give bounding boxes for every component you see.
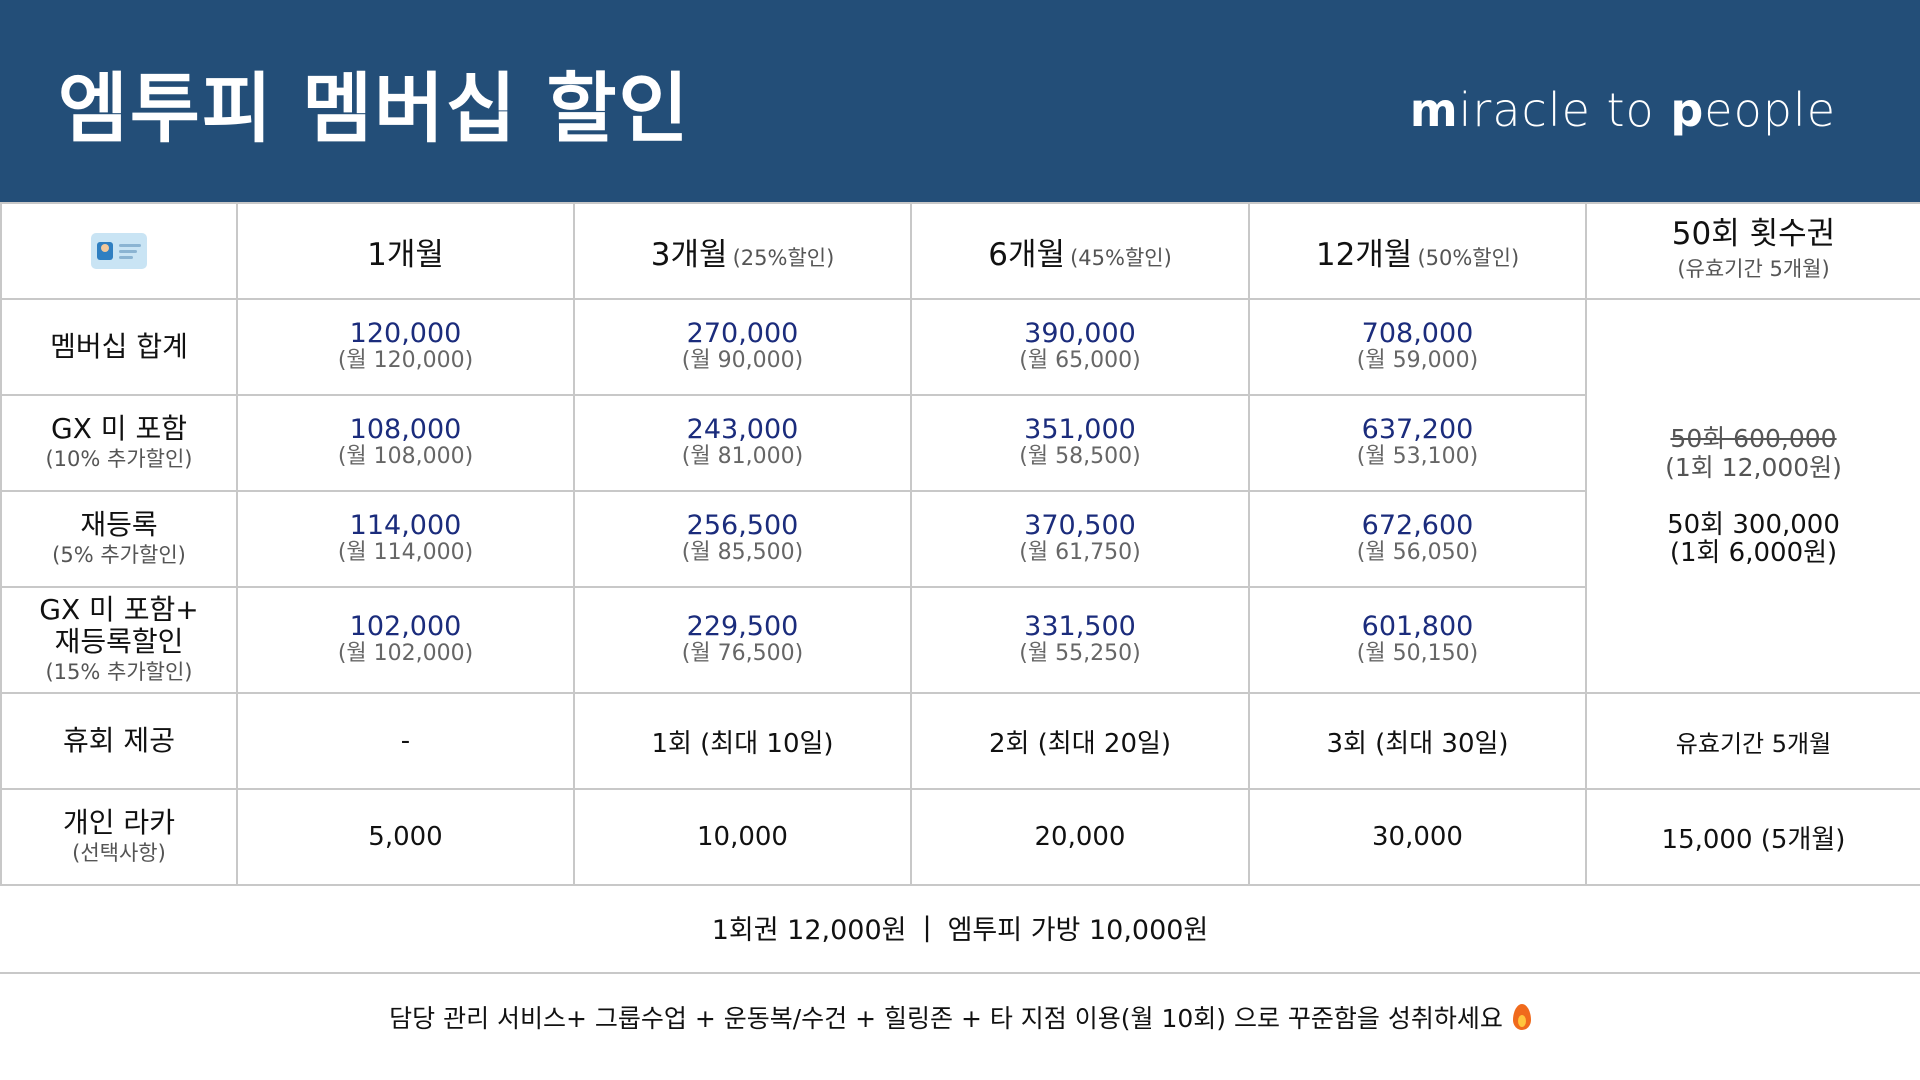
table-row: 휴회 제공 - 1회 (최대 10일) 2회 (최대 20일) 3회 (최대 3… xyxy=(0,692,1920,790)
price-cell: 390,000 (월 65,000) xyxy=(910,298,1250,396)
row-label-no-gx: GX 미 포함 (10% 추가할인) xyxy=(0,394,238,492)
single-pass-price: 1회권 12,000원 xyxy=(711,914,907,946)
price-cell: 114,000 (월 114,000) xyxy=(236,490,575,588)
row-label-pause: 휴회 제공 xyxy=(0,692,238,790)
locker-cell: 20,000 xyxy=(910,788,1250,886)
price-cell: 601,800 (월 50,150) xyxy=(1248,586,1587,694)
tagline: 담당 관리 서비스+ 그룹수업 + 운동복/수건 + 힐링존 + 타 지점 이용… xyxy=(0,974,1920,1060)
membership-price-table: 1개월 3개월 (25%할인) 6개월 (45%할인) 12개월 (50%할인)… xyxy=(0,202,1920,886)
column-header-50-pass: 50회 횟수권 (유효기간 5개월) xyxy=(1585,202,1920,300)
count-pass-new-price: 50회 300,000 xyxy=(1667,510,1840,540)
column-header-3month: 3개월 (25%할인) xyxy=(573,202,912,300)
table-row: GX 미 포함+ 재등록할인 (15% 추가할인) 102,000 (월 102,00… xyxy=(0,586,1920,694)
header-banner: 엠투피 멤버십 할인 miracle to people xyxy=(0,0,1920,202)
tagline-text: 담당 관리 서비스+ 그룹수업 + 운동복/수건 + 힐링존 + 타 지점 이용… xyxy=(389,1004,1503,1033)
row-label-no-gx-re-register: GX 미 포함+ 재등록할인 (15% 추가할인) xyxy=(0,586,238,694)
price-cell: 637,200 (월 53,100) xyxy=(1248,394,1587,492)
row-label-locker: 개인 라카 (선택사항) xyxy=(0,788,238,886)
pause-cell: 유효기간 5개월 xyxy=(1585,692,1920,790)
table-row: 멤버십 합계 120,000 (월 120,000) 270,000 (월 90,0… xyxy=(0,298,1920,694)
count-pass-old-unit: (1회 12,000원) xyxy=(1665,453,1842,482)
price-cell: 331,500 (월 55,250) xyxy=(910,586,1250,694)
row-label-membership-total: 멤버십 합계 xyxy=(0,298,238,396)
pause-cell: 2회 (최대 20일) xyxy=(910,692,1250,790)
fire-icon xyxy=(1512,1004,1531,1030)
corner-cell xyxy=(0,202,238,300)
id-card-icon xyxy=(91,233,147,269)
price-cell: 672,600 (월 56,050) xyxy=(1248,490,1587,588)
price-cell: 108,000 (월 108,000) xyxy=(236,394,575,492)
price-cell: 229,500 (월 76,500) xyxy=(573,586,912,694)
column-header-1month: 1개월 xyxy=(236,202,575,300)
column-header-6month: 6개월 (45%할인) xyxy=(910,202,1250,300)
column-header-12month: 12개월 (50%할인) xyxy=(1248,202,1587,300)
price-cell: 102,000 (월 102,000) xyxy=(236,586,575,694)
price-cell: 370,500 (월 61,750) xyxy=(910,490,1250,588)
bag-price: 엠투피 가방 10,000원 xyxy=(947,914,1209,946)
locker-cell: 5,000 xyxy=(236,788,575,886)
pause-cell: 1회 (최대 10일) xyxy=(573,692,912,790)
price-cell: 351,000 (월 58,500) xyxy=(910,394,1250,492)
brand-logo-text: miracle to people xyxy=(1409,83,1836,137)
row-label-re-register: 재등록 (5% 추가할인) xyxy=(0,490,238,588)
count-pass-price-cell: 50회 600,000 (1회 12,000원) 50회 300,000 (1회… xyxy=(1585,298,1920,694)
table-row: 재등록 (5% 추가할인) 114,000 (월 114,000) 256,500(… xyxy=(0,490,1920,588)
count-pass-old-price: 50회 600,000 xyxy=(1670,424,1837,453)
locker-cell: 15,000 (5개월) xyxy=(1585,788,1920,886)
price-cell: 243,000 (월 81,000) xyxy=(573,394,912,492)
locker-cell: 10,000 xyxy=(573,788,912,886)
table-row: GX 미 포함 (10% 추가할인) 108,000 (월 108,000) 243… xyxy=(0,394,1920,492)
pause-cell: 3회 (최대 30일) xyxy=(1248,692,1587,790)
count-pass-new-unit: (1회 6,000원) xyxy=(1669,538,1838,568)
table-header-row: 1개월 3개월 (25%할인) 6개월 (45%할인) 12개월 (50%할인)… xyxy=(0,202,1920,300)
extra-items-line: 1회권 12,000원 | 엠투피 가방 10,000원 xyxy=(0,882,1920,974)
price-cell: 708,000 (월 59,000) xyxy=(1248,298,1587,396)
page-title: 엠투피 멤버십 할인 xyxy=(58,64,691,153)
separator: | xyxy=(922,911,932,943)
price-cell: 256,500 (월 85,500) xyxy=(573,490,912,588)
pause-cell: - xyxy=(236,692,575,790)
table-row: 개인 라카 (선택사항) 5,000 10,000 20,000 30,000 1… xyxy=(0,788,1920,886)
price-cell: 270,000 (월 90,000) xyxy=(573,298,912,396)
price-cell: 120,000 (월 120,000) xyxy=(236,298,575,396)
locker-cell: 30,000 xyxy=(1248,788,1587,886)
